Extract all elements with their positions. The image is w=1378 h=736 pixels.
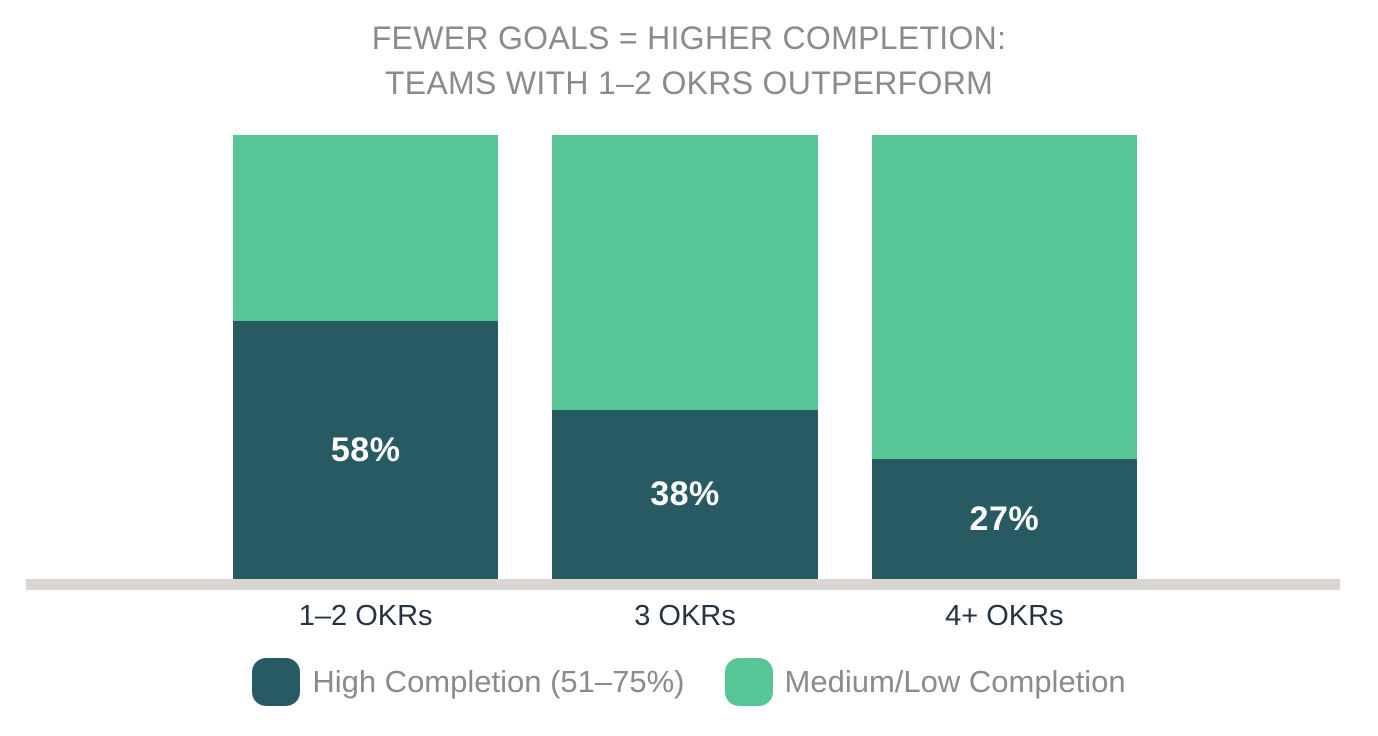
x-axis-label-1-2-okrs: 1–2 OKRs [298, 600, 433, 632]
segment-medium-low-completion [871, 135, 1137, 460]
bar-value-label: 38% [650, 475, 720, 514]
bar-1-2-okrs: 58% [233, 135, 499, 579]
segment-high-completion: 38% [552, 410, 818, 579]
x-axis-label-3-okrs: 3 OKRs [634, 600, 736, 632]
bar-value-label: 58% [330, 430, 401, 469]
x-axis-labels: 1–2 OKRs 3 OKRs 4+ OKRs [233, 600, 1137, 633]
bar-4-okrs: 27% [871, 135, 1137, 579]
legend: High Completion (51–75%) Medium/Low Compl… [0, 658, 1378, 706]
chart-title: FEWER GOALS = HIGHER COMPLETION: TEAMS W… [0, 16, 1378, 106]
bar-3-okrs: 38% [552, 135, 818, 579]
legend-swatch-icon [252, 658, 301, 706]
legend-label: Medium/Low Completion [784, 664, 1126, 699]
legend-item-medium-low-completion: Medium/Low Completion [724, 658, 1126, 706]
legend-item-high-completion-51-75: High Completion (51–75%) [252, 658, 685, 706]
x-axis-label-4-okrs: 4+ OKRs [945, 600, 1064, 632]
segment-medium-low-completion [233, 135, 499, 322]
bar-value-label: 27% [969, 499, 1040, 538]
x-axis-line [26, 579, 1340, 590]
plot-area: 58% 38% 27% [233, 135, 1137, 579]
chart-title-line2: TEAMS WITH 1–2 OKRS OUTPERFORM [384, 65, 994, 101]
segment-high-completion: 58% [233, 321, 499, 579]
segment-medium-low-completion [552, 135, 818, 411]
legend-label: High Completion (51–75%) [312, 664, 685, 699]
segment-high-completion: 27% [871, 459, 1137, 579]
legend-swatch-icon [724, 658, 773, 706]
chart-title-line1: FEWER GOALS = HIGHER COMPLETION: [371, 20, 1007, 56]
